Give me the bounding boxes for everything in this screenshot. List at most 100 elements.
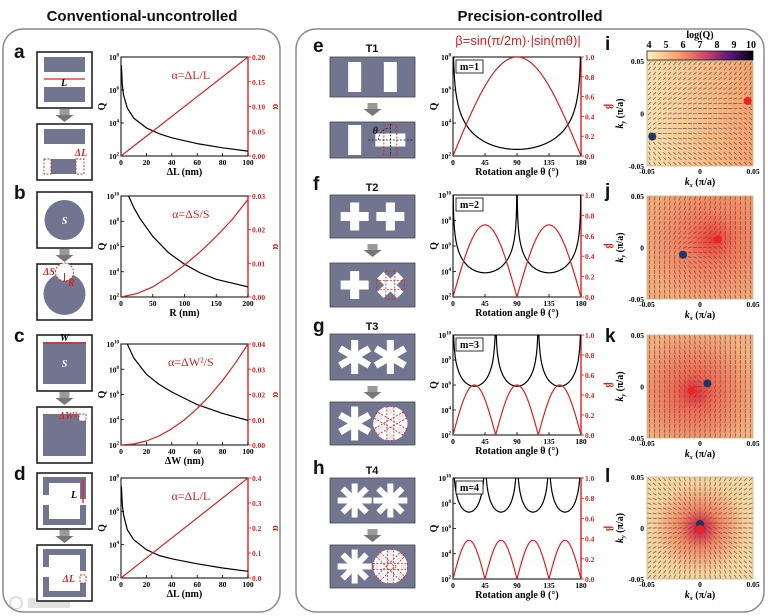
- polarization-glyph: [688, 394, 691, 399]
- polarization-glyph: [738, 512, 743, 515]
- polarization-glyph: [748, 121, 753, 126]
- polarization-glyph: [733, 545, 738, 549]
- polarization-glyph: [744, 428, 747, 433]
- polarization-glyph: [733, 161, 737, 166]
- polarization-glyph: [708, 531, 712, 535]
- original-arm-outline: [375, 280, 405, 290]
- polarization-glyph: [719, 201, 722, 206]
- polarization-glyph: [718, 497, 722, 501]
- polarization-glyph: [743, 107, 748, 110]
- polarization-glyph: [723, 492, 727, 496]
- polarization-glyph: [673, 196, 676, 201]
- polarization-glyph: [674, 340, 676, 345]
- polarization-glyph: [667, 531, 672, 534]
- polarization-glyph: [692, 385, 697, 388]
- x-axis-label: kx (π/a): [685, 177, 715, 189]
- y-right-tick-label: 0.03: [252, 192, 265, 201]
- polarization-glyph: [728, 151, 733, 156]
- polarization-glyph: [657, 532, 662, 534]
- polarization-glyph: [738, 151, 743, 156]
- polarization-glyph: [658, 250, 661, 255]
- polarization-glyph: [709, 555, 712, 560]
- y-right-axis-label: β: [603, 243, 614, 248]
- polarization-glyph: [704, 418, 706, 423]
- polarization-glyph: [682, 152, 687, 155]
- x-tick-label: 0: [451, 158, 455, 167]
- down-arrow-icon: [363, 244, 382, 257]
- polarization-glyph: [714, 408, 717, 414]
- x-axis-label: R (nm): [169, 308, 199, 319]
- polarization-glyph: [713, 147, 718, 150]
- polarization-glyph: [704, 491, 706, 497]
- polarization-glyph: [703, 221, 707, 225]
- q-curve: [453, 335, 581, 387]
- polarization-glyph: [739, 245, 742, 250]
- polarization-glyph: [723, 536, 728, 540]
- x-tick-label: 180: [575, 581, 587, 590]
- label-S: S: [62, 359, 68, 370]
- label-delta-L: ΔL: [74, 148, 87, 159]
- polarization-glyph: [738, 546, 743, 549]
- polarization-glyph: [709, 196, 712, 201]
- polarization-glyph: [703, 374, 707, 379]
- polarization-glyph: [748, 536, 753, 539]
- polarization-glyph: [678, 560, 682, 564]
- polarization-glyph: [663, 369, 666, 374]
- polarization-glyph: [708, 87, 713, 90]
- polarization-glyph: [728, 122, 733, 125]
- x-tick-label: 100: [179, 299, 191, 308]
- polarization-glyph: [693, 394, 697, 399]
- polarization-glyph: [693, 511, 697, 516]
- polarization-glyph: [647, 116, 652, 121]
- polarization-glyph: [708, 516, 713, 520]
- polarization-glyph: [708, 92, 713, 95]
- polarization-glyph: [653, 211, 656, 216]
- polarization-glyph: [692, 102, 697, 105]
- polarization-glyph: [729, 201, 732, 206]
- x-tick-label: 100: [242, 158, 254, 167]
- polarization-glyph: [728, 137, 733, 140]
- polarization-glyph: [714, 355, 716, 360]
- polarization-glyph: [667, 91, 672, 96]
- polarization-glyph: [738, 487, 743, 491]
- y-right-axis-label: β: [603, 104, 614, 109]
- polarization-glyph: [693, 226, 697, 230]
- arrow-shaft: [59, 109, 70, 115]
- polarization-glyph: [703, 279, 707, 284]
- polarization-glyph: [698, 374, 702, 379]
- polarization-glyph: [678, 482, 682, 487]
- polarization-glyph: [724, 428, 726, 433]
- polarization-glyph: [677, 517, 682, 520]
- polarization-glyph: [662, 541, 667, 544]
- alpha-curve: [121, 344, 248, 445]
- polarization-glyph: [714, 340, 716, 345]
- polarization-glyph: [743, 91, 748, 96]
- m-box: [455, 197, 484, 212]
- polarization-glyph: [733, 127, 738, 130]
- polarization-glyph: [672, 147, 677, 150]
- polarization-glyph: [704, 364, 707, 369]
- q-curve: [121, 65, 248, 152]
- polarization-glyph: [668, 374, 671, 379]
- polarization-glyph: [662, 122, 667, 125]
- polarization-glyph: [723, 569, 727, 574]
- polarization-glyph: [713, 255, 717, 259]
- polarization-glyph: [668, 350, 671, 355]
- polarization-glyph: [739, 250, 742, 255]
- polarization-glyph: [678, 477, 681, 482]
- polarization-glyph: [713, 270, 717, 274]
- polarization-glyph: [719, 433, 721, 438]
- polarization-glyph: [704, 545, 706, 550]
- polarization-glyph: [653, 230, 656, 235]
- polarization-glyph: [699, 340, 701, 345]
- polarization-glyph: [723, 161, 727, 166]
- polarization-glyph: [683, 289, 686, 294]
- polarization-glyph: [738, 81, 742, 86]
- polarization-glyph: [704, 535, 707, 540]
- polarization-glyph: [668, 250, 671, 255]
- x-tick-label: 80: [219, 158, 227, 167]
- polarization-glyph: [708, 394, 712, 399]
- polarization-glyph: [672, 527, 677, 529]
- polarization-glyph: [709, 569, 711, 574]
- original-arm-outline: [375, 551, 406, 582]
